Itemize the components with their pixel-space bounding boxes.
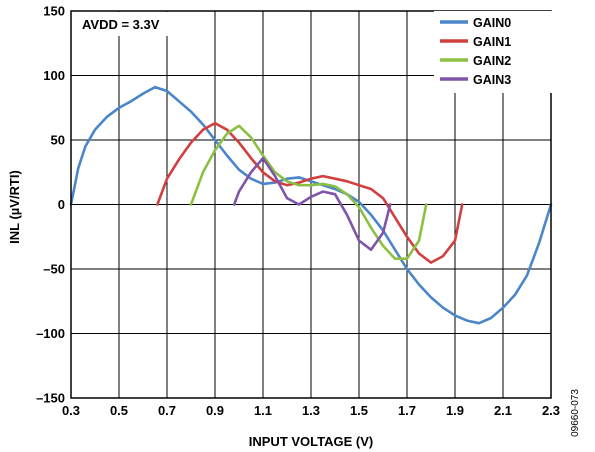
x-tick-label: 1.5 — [350, 403, 368, 418]
x-tick-label: 1.9 — [446, 403, 464, 418]
annotation-text: AVDD = 3.3V — [82, 17, 160, 32]
x-tick-label: 2.1 — [494, 403, 512, 418]
y-tick-label: 100 — [43, 68, 65, 83]
series-line-gain2 — [189, 124, 428, 260]
x-tick-label: 0.5 — [110, 403, 128, 418]
annotation-box: AVDD = 3.3V — [72, 12, 188, 36]
x-tick-label: 1.7 — [398, 403, 416, 418]
x-tick-label: 2.3 — [542, 403, 560, 418]
x-tick-label: 0.7 — [158, 403, 176, 418]
y-tick-label: 150 — [43, 4, 65, 19]
x-tick-label: 1.3 — [302, 403, 320, 418]
x-tick-label: 1.1 — [254, 403, 272, 418]
y-axis-label: INL (µV/RTI) — [7, 170, 22, 244]
legend-label-gain0: GAIN0 — [473, 16, 511, 30]
x-tick-labels: 0.3 0.5 0.7 0.9 1.1 1.3 1.5 1.7 1.9 2.1 2.3 — [62, 403, 560, 418]
x-axis-label: INPUT VOLTAGE (V) — [249, 434, 373, 449]
plot-frame — [70, 10, 552, 399]
legend-label-gain1: GAIN1 — [473, 35, 511, 49]
y-tick-label: –50 — [43, 262, 65, 277]
x-tick-label: 0.9 — [206, 403, 224, 418]
legend-label-gain2: GAIN2 — [473, 54, 511, 68]
legend-label-gain3: GAIN3 — [473, 73, 511, 87]
y-tick-label: 0 — [58, 197, 65, 212]
series-lines — [69, 85, 553, 325]
series-line-gain3 — [232, 156, 392, 251]
figure-id: 09660-073 — [570, 389, 581, 437]
x-tick-label: 0.3 — [62, 403, 80, 418]
y-tick-label: 50 — [51, 133, 65, 148]
y-tick-label: –100 — [36, 326, 65, 341]
legend: GAIN0 GAIN1 GAIN2 GAIN3 — [434, 11, 554, 93]
y-tick-labels: 150 100 50 0 –50 –100 –150 — [36, 4, 65, 406]
y-tick-label: –150 — [36, 391, 65, 406]
series-line-gain1 — [156, 121, 464, 264]
